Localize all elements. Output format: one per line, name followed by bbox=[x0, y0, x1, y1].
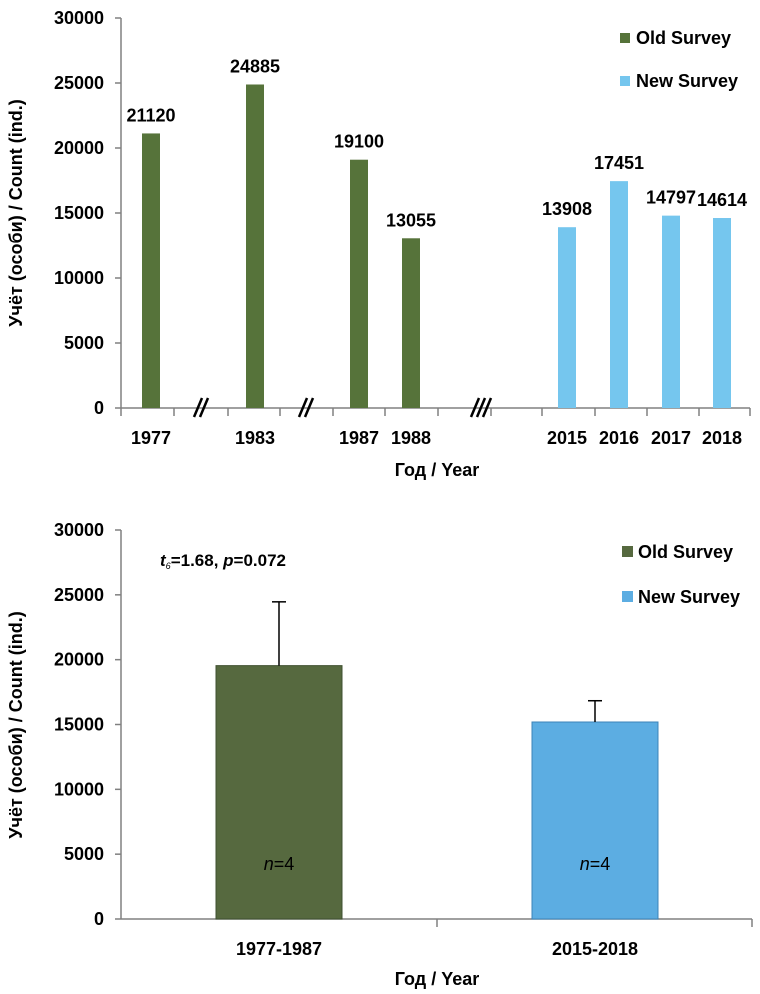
bottom-legend-swatch-old bbox=[622, 546, 633, 557]
bottom-y-axis-label: Учёт (особи) / Count (ind.) bbox=[6, 611, 26, 838]
top-axis-breaks bbox=[192, 397, 493, 418]
bottom-y-ticks: 0 5000 10000 15000 20000 25000 30000 bbox=[54, 520, 121, 929]
top-data-label: 14797 bbox=[646, 188, 696, 208]
top-data-label: 17451 bbox=[594, 153, 644, 173]
stats-annotation: t6=1.68, p=0.072 bbox=[160, 551, 286, 571]
top-legend-new-label: New Survey bbox=[636, 71, 738, 91]
bar-n-annotation: n=4 bbox=[580, 854, 611, 874]
top-y-tick-label: 10000 bbox=[54, 268, 104, 288]
top-x-tick-label: 2016 bbox=[599, 428, 639, 448]
top-x-tick-label: 1977 bbox=[131, 428, 171, 448]
bar-n-annotation: n=4 bbox=[264, 854, 295, 874]
bottom-y-tick-label: 20000 bbox=[54, 650, 104, 670]
top-bar-1987 bbox=[350, 159, 368, 408]
chart-top: Учёт (особи) / Count (ind.) 0 5000 10000 15… bbox=[6, 8, 751, 480]
bottom-y-tick-label: 5000 bbox=[64, 844, 104, 864]
top-legend-swatch-new bbox=[620, 76, 630, 86]
top-x-tick-marks bbox=[120, 408, 751, 416]
top-data-label: 24885 bbox=[230, 56, 280, 76]
top-legend-old-label: Old Survey bbox=[636, 28, 731, 48]
top-bars: 21120 1977 24885 1983 19100 1987 13055 1988 1390… bbox=[126, 56, 747, 448]
bottom-legend-old-label: Old Survey bbox=[638, 542, 733, 562]
top-data-label: 13055 bbox=[386, 210, 436, 230]
bottom-y-tick-label: 0 bbox=[94, 909, 104, 929]
bottom-bar-1977-1987 bbox=[215, 665, 343, 920]
bottom-y-tick-label: 30000 bbox=[54, 520, 104, 540]
bottom-bars: n=4 1977-1987 n=4 2015-2018 bbox=[215, 601, 659, 959]
top-x-tick-label: 1983 bbox=[235, 428, 275, 448]
bottom-x-tick-marks bbox=[436, 919, 753, 927]
bottom-y-tick-label: 10000 bbox=[54, 779, 104, 799]
top-bar-1983 bbox=[246, 84, 264, 409]
top-data-label: 21120 bbox=[126, 105, 175, 125]
top-bar-2018 bbox=[713, 218, 731, 408]
top-x-axis-label: Год / Year bbox=[395, 460, 480, 480]
top-y-ticks: 0 5000 10000 15000 20000 25000 30000 bbox=[54, 8, 121, 418]
bottom-x-axis-label: Год / Year bbox=[395, 969, 480, 989]
bottom-legend: Old Survey New Survey bbox=[622, 542, 740, 607]
top-x-tick-label: 2018 bbox=[702, 428, 742, 448]
top-y-tick-label: 25000 bbox=[54, 73, 104, 93]
top-x-tick-label: 1987 bbox=[339, 428, 379, 448]
top-legend: Old Survey New Survey bbox=[620, 28, 738, 91]
top-y-axis-label: Учёт (особи) / Count (ind.) bbox=[6, 99, 26, 326]
axis-break-mark bbox=[192, 397, 210, 418]
top-data-label: 14614 bbox=[697, 190, 747, 210]
top-y-tick-label: 0 bbox=[94, 398, 104, 418]
top-data-label: 13908 bbox=[542, 199, 592, 219]
top-y-tick-label: 20000 bbox=[54, 138, 104, 158]
top-y-tick-label: 30000 bbox=[54, 8, 104, 28]
bottom-x-tick-label: 1977-1987 bbox=[236, 939, 322, 959]
bottom-y-tick-label: 15000 bbox=[54, 715, 104, 735]
bottom-bar-2015-2018 bbox=[531, 721, 659, 920]
top-bar-1988 bbox=[402, 238, 420, 408]
top-bar-1977 bbox=[142, 133, 160, 408]
chart-bottom: Учёт (особи) / Count (ind.) 0 5000 10000 15… bbox=[6, 520, 753, 989]
axis-break-mark bbox=[297, 397, 315, 418]
top-x-tick-label: 1988 bbox=[391, 428, 431, 448]
bottom-x-tick-label: 2015-2018 bbox=[552, 939, 638, 959]
bottom-legend-swatch-new bbox=[622, 591, 633, 602]
top-x-tick-label: 2015 bbox=[547, 428, 587, 448]
bottom-legend-new-label: New Survey bbox=[638, 587, 740, 607]
top-bar-2016 bbox=[610, 181, 628, 408]
error-bar bbox=[272, 601, 286, 666]
top-bar-2015 bbox=[558, 227, 576, 408]
top-x-tick-label: 2017 bbox=[651, 428, 691, 448]
error-bar bbox=[588, 699, 602, 722]
top-y-tick-label: 5000 bbox=[64, 333, 104, 353]
top-legend-swatch-old bbox=[620, 33, 630, 43]
bottom-y-tick-label: 25000 bbox=[54, 585, 104, 605]
top-data-label: 19100 bbox=[334, 132, 384, 152]
top-y-tick-label: 15000 bbox=[54, 203, 104, 223]
axis-break-mark bbox=[469, 397, 493, 418]
top-bar-2017 bbox=[662, 215, 680, 408]
